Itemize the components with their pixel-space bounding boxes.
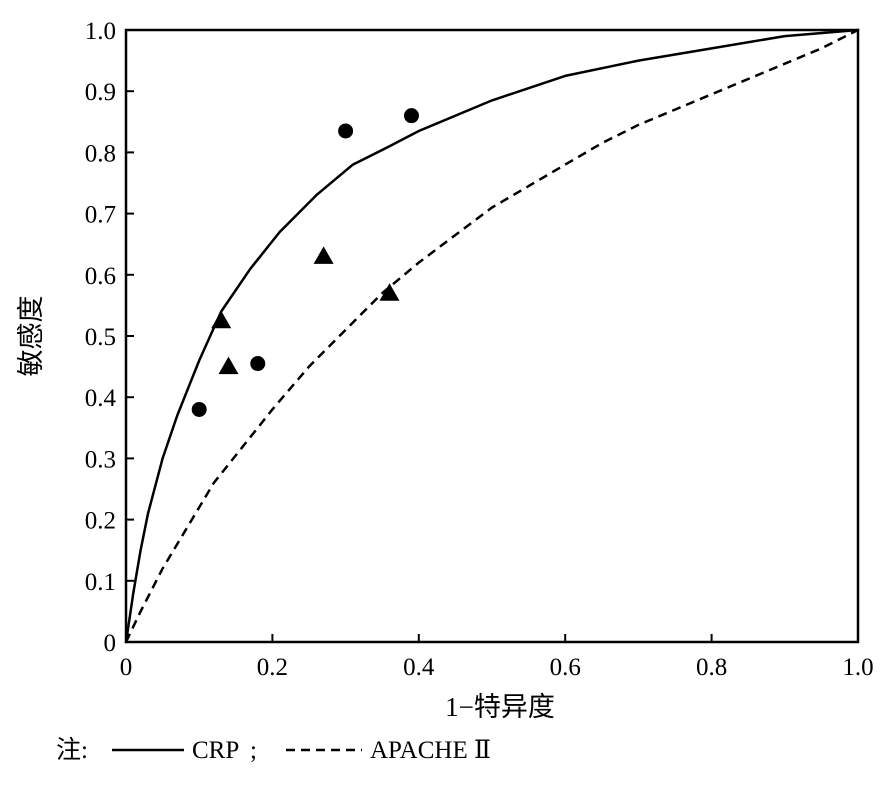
series-line-apache: [124, 28, 859, 643]
legend-prefix: 注:: [56, 736, 88, 764]
data-point-triangle: [379, 283, 400, 301]
data-point-circle: [250, 356, 266, 372]
data-point-triangle: [313, 246, 334, 264]
data-point-triangle: [218, 356, 239, 375]
legend-apache-label: APACHE Ⅱ: [370, 737, 491, 764]
plot-frame: [124, 28, 860, 644]
series-layer: [124, 28, 860, 644]
y-axis-label: 敏感度: [16, 296, 46, 377]
y-tick-label: 0.9: [85, 79, 116, 106]
data-point-triangle: [211, 310, 232, 329]
markers-layer: [191, 108, 419, 417]
y-tick-label: 0.5: [85, 324, 116, 351]
x-tick-label: 1.0: [842, 654, 873, 681]
data-point-circle: [191, 401, 207, 417]
legend-separator: ;: [250, 737, 257, 764]
y-tick-label: 0.6: [85, 263, 116, 290]
axes-layer: [124, 28, 860, 644]
y-tick-label: 0.7: [85, 202, 116, 229]
y-tick-label: 0.3: [85, 446, 116, 473]
y-tick-label: 0.4: [85, 385, 117, 412]
y-tick-label: 1.0: [85, 18, 116, 45]
legend-crp-label: CRP: [192, 737, 239, 764]
series-line-crp: [124, 28, 860, 644]
x-tick-label: 0.4: [403, 654, 435, 681]
y-tick-label: 0.2: [85, 508, 116, 535]
y-tick-label: 0.8: [85, 140, 116, 167]
legend: 注: CRP ; APACHE Ⅱ: [56, 736, 491, 764]
data-point-circle: [403, 108, 419, 124]
x-tick-label: 0.2: [257, 654, 288, 681]
y-tick-label: 0: [104, 630, 117, 657]
x-tick-label: 0: [120, 654, 133, 681]
x-tick-label: 0.6: [550, 654, 581, 681]
x-tick-label: 0.8: [696, 654, 727, 681]
data-point-circle: [338, 123, 354, 139]
y-tick-label: 0.1: [85, 569, 116, 596]
x-axis-label: 1−特异度: [445, 692, 555, 722]
